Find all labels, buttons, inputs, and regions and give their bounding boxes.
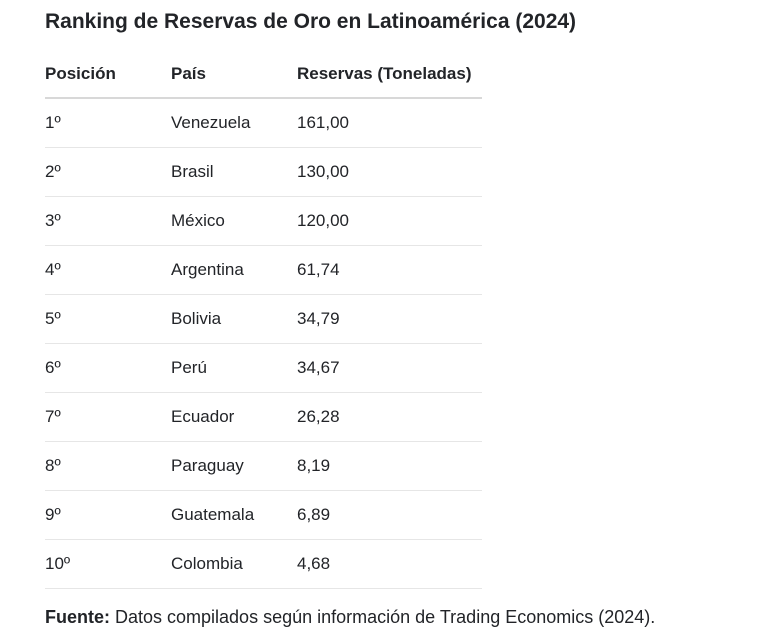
page-title: Ranking de Reservas de Oro en Latinoamér…	[45, 10, 577, 33]
cell-reserves: 8,19	[297, 456, 331, 475]
table-row: 6º Perú 34,67	[45, 344, 482, 393]
table-row: 1º Venezuela 161,00	[45, 99, 482, 148]
cell-reserves: 161,00	[297, 113, 349, 132]
source-text: Datos compilados según información de Tr…	[110, 607, 656, 627]
cell-reserves: 34,67	[297, 358, 340, 377]
cell-country: Perú	[171, 358, 207, 377]
cell-reserves: 6,89	[297, 505, 331, 524]
header-position: Posición	[45, 63, 116, 83]
cell-position: 1º	[45, 113, 61, 132]
cell-country: Argentina	[171, 260, 244, 279]
table-header-row: Posición País Reservas (Toneladas)	[45, 50, 482, 99]
cell-position: 8º	[45, 456, 61, 475]
cell-country: Colombia	[171, 554, 243, 573]
cell-reserves: 120,00	[297, 211, 349, 230]
cell-reserves: 26,28	[297, 407, 340, 426]
cell-position: 9º	[45, 505, 61, 524]
table-row: 4º Argentina 61,74	[45, 246, 482, 295]
table-row: 8º Paraguay 8,19	[45, 442, 482, 491]
cell-position: 3º	[45, 211, 61, 230]
cell-position: 5º	[45, 309, 61, 328]
cell-position: 7º	[45, 407, 61, 426]
header-reserves: Reservas (Toneladas)	[297, 63, 472, 83]
header-country: País	[171, 63, 206, 83]
cell-reserves: 4,68	[297, 554, 331, 573]
cell-position: 10º	[45, 554, 71, 573]
cell-country: Bolivia	[171, 309, 222, 328]
table-row: 5º Bolivia 34,79	[45, 295, 482, 344]
cell-country: México	[171, 211, 225, 230]
cell-reserves: 61,74	[297, 260, 340, 279]
table-row: 2º Brasil 130,00	[45, 148, 482, 197]
source-note: Fuente: Datos compilados según informaci…	[45, 604, 655, 630]
cell-position: 6º	[45, 358, 61, 377]
cell-position: 4º	[45, 260, 61, 279]
cell-reserves: 34,79	[297, 309, 340, 328]
table-row: 3º México 120,00	[45, 197, 482, 246]
cell-country: Ecuador	[171, 407, 235, 426]
cell-country: Guatemala	[171, 505, 255, 524]
cell-position: 2º	[45, 162, 61, 181]
cell-reserves: 130,00	[297, 162, 349, 181]
cell-country: Venezuela	[171, 113, 251, 132]
source-label: Fuente:	[45, 607, 110, 627]
reserves-table: Posición País Reservas (Toneladas) 1º Ve…	[45, 50, 482, 589]
table-row: 7º Ecuador 26,28	[45, 393, 482, 442]
table-row: 9º Guatemala 6,89	[45, 491, 482, 540]
table-row: 10º Colombia 4,68	[45, 540, 482, 589]
cell-country: Brasil	[171, 162, 214, 181]
cell-country: Paraguay	[171, 456, 244, 475]
